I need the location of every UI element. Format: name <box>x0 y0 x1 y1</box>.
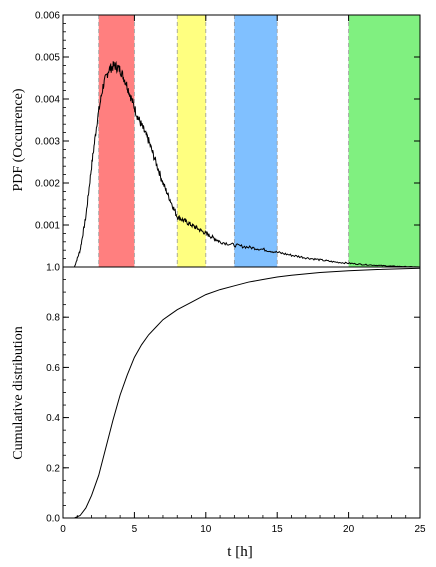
bottom-ytick-label-5: 1.0 <box>46 263 60 274</box>
xtick-label-1: 5 <box>132 524 138 535</box>
cumulative-series-line <box>63 267 421 519</box>
bottom-ytick-label-1: 0.2 <box>46 463 60 474</box>
top-ytick-label-4: 0.005 <box>35 53 60 64</box>
xtick-label-2: 10 <box>200 524 212 535</box>
top-ytick-label-3: 0.004 <box>35 95 60 106</box>
xtick-label-0: 0 <box>60 524 66 535</box>
bottom-y-ticks: 0.0 0.2 0.4 0.6 0.8 1.0 <box>46 263 420 525</box>
top-bands <box>98 15 420 267</box>
top-ytick-label-2: 0.003 <box>35 137 60 148</box>
bottom-y-axis-label: Cumulative distribution <box>11 326 26 459</box>
bottom-ytick-label-2: 0.4 <box>46 413 60 424</box>
top-y-axis-label: PDF (Occurrence) <box>11 88 26 191</box>
bottom-ytick-label-3: 0.6 <box>46 363 60 374</box>
bottom-ytick-label-4: 0.8 <box>46 313 60 324</box>
top-ytick-label-5: 0.006 <box>35 11 60 22</box>
x-axis-label: t [h] <box>227 544 252 560</box>
bottom-plot-frame <box>62 266 421 519</box>
xtick-label-4: 20 <box>343 524 355 535</box>
band-0 <box>98 15 135 267</box>
pdf-series-line <box>73 60 420 268</box>
top-ytick-label-0: 0.001 <box>35 221 60 232</box>
band-3 <box>348 15 420 267</box>
top-ytick-label-1: 0.002 <box>35 179 60 190</box>
bottom-x-ticks: 0 5 10 15 20 25 <box>60 15 426 535</box>
band-1 <box>177 15 206 267</box>
top-band-edges <box>98 15 421 267</box>
xtick-label-3: 15 <box>272 524 284 535</box>
xtick-label-5: 25 <box>414 524 426 535</box>
bottom-ytick-label-0: 0.0 <box>46 514 60 525</box>
band-2 <box>234 15 278 267</box>
top-y-ticks: 0.001 0.002 0.003 0.004 0.005 0.006 <box>35 11 420 260</box>
